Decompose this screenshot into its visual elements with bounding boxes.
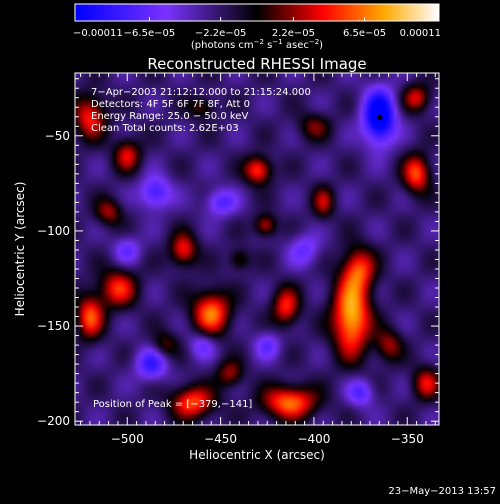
colorbar-tick-label: 0.00011 (400, 28, 441, 39)
plot-area: −500 −450 −400 −350 −50 −100 −150 −200 (37, 72, 440, 446)
peak-marker (377, 114, 383, 120)
chart-title: Reconstructed RHESSI Image (147, 55, 366, 73)
heatmap-image (75, 73, 439, 425)
colorbar-tick-label: −6.5e−05 (124, 28, 176, 39)
y-tick-label: −200 (37, 414, 70, 428)
colorbar-image (75, 4, 439, 21)
date-stamp: 23−May−2013 13:57 (388, 486, 496, 497)
colorbar-tick-label: −2.2e−05 (195, 28, 247, 39)
x-tick-label: −500 (111, 432, 144, 446)
y-axis-label: Heliocentric Y (arcsec) (13, 182, 27, 317)
y-tick-label: −50 (45, 129, 70, 143)
colorbar-ticks: −0.00011 −6.5e−05 −2.2e−05 2.2e−05 6.5e−05 0.… (73, 17, 441, 39)
x-axis-ticks: −500 −450 −400 −350 (80, 73, 436, 446)
x-tick-label: −350 (391, 432, 424, 446)
colorbar-tick-label: 6.5e−05 (343, 28, 386, 39)
y-axis-ticks: −50 −100 −150 −200 (37, 78, 439, 428)
info-block: 7−Apr−2003 21:12:12.000 to 21:15:24.000 … (91, 87, 311, 410)
info-line-detectors: Detectors: 4F 5F 6F 7F 8F, Att 0 (91, 99, 250, 110)
peak-position-label: Position of Peak = [−379,−141] (93, 399, 252, 410)
y-tick-label: −100 (37, 224, 70, 238)
colorbar-frame (74, 3, 440, 22)
info-line-energy: Energy Range: 25.0 − 50.0 keV (91, 111, 248, 122)
info-line-time: 7−Apr−2003 21:12:12.000 to 21:15:24.000 (91, 87, 311, 98)
x-axis-label: Heliocentric X (arcsec) (189, 448, 325, 462)
x-tick-label: −450 (204, 432, 237, 446)
plot-frame (74, 72, 440, 426)
info-line-clean: Clean Total counts: 2.62E+03 (91, 123, 239, 134)
x-tick-label: −400 (297, 432, 330, 446)
y-tick-label: −150 (37, 319, 70, 333)
colorbar: −0.00011 −6.5e−05 −2.2e−05 2.2e−05 6.5e−05 0.… (73, 3, 441, 51)
colorbar-unit: (photons cm−2 s−1 asec−2) (191, 38, 323, 51)
colorbar-tick-label: 2.2e−05 (272, 28, 315, 39)
colorbar-tick-label: −0.00011 (73, 28, 123, 39)
